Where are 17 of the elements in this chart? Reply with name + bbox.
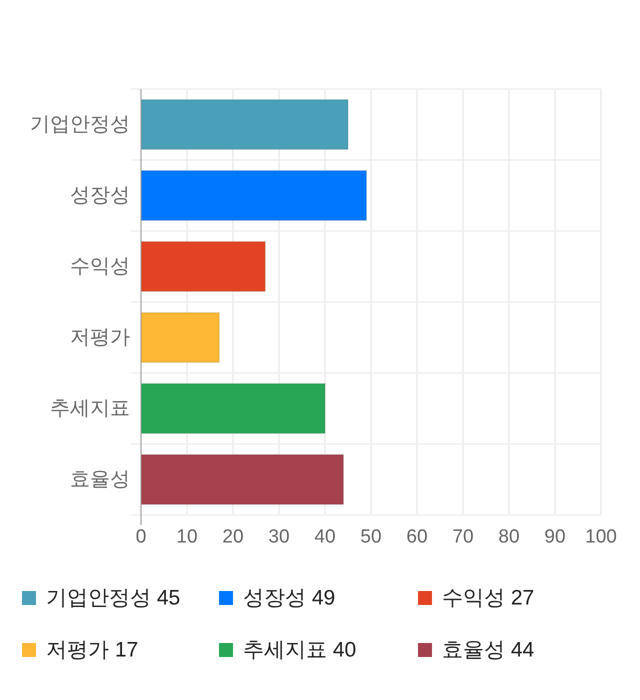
y-tick-label: 수익성 xyxy=(70,256,130,278)
x-tick-label: 10 xyxy=(176,526,198,548)
y-tick-label: 저평가 xyxy=(70,326,130,348)
x-tick-label: 90 xyxy=(544,526,566,548)
x-tick-label: 20 xyxy=(222,526,244,548)
x-tick-label: 50 xyxy=(360,526,382,548)
x-tick-label: 60 xyxy=(406,526,428,548)
x-tick-label: 0 xyxy=(136,526,146,548)
x-tick-label: 100 xyxy=(585,526,617,548)
x-tick-label: 40 xyxy=(314,526,336,548)
y-tick-label: 추세지표 xyxy=(50,398,130,420)
x-tick-label: 80 xyxy=(498,526,520,548)
x-tick-label: 70 xyxy=(452,526,474,548)
y-tick-label: 효율성 xyxy=(70,468,130,490)
y-tick-label: 성장성 xyxy=(70,184,130,206)
y-tick-label: 기업안정성 xyxy=(30,114,130,136)
x-tick-label: 30 xyxy=(268,526,290,548)
